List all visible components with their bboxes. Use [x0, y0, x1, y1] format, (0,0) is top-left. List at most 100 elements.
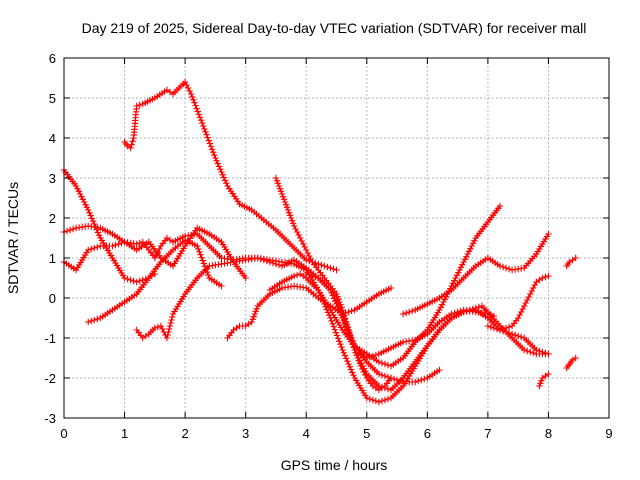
- data-point: [418, 376, 425, 384]
- data-point: [212, 154, 219, 162]
- data-point: [384, 385, 392, 393]
- data-point: [350, 372, 357, 379]
- data-point: [163, 334, 171, 342]
- data-point: [129, 138, 136, 145]
- data-point: [127, 276, 134, 284]
- data-point: [166, 325, 173, 333]
- data-point: [527, 290, 534, 298]
- y-tick-label: 4: [49, 131, 56, 146]
- data-point: [127, 144, 134, 152]
- data-point: [390, 375, 398, 383]
- data-point: [315, 260, 322, 268]
- data-point: [341, 352, 349, 359]
- data-point: [209, 148, 217, 156]
- data-point: [220, 174, 228, 181]
- data-point: [366, 395, 374, 403]
- data-point: [412, 378, 419, 386]
- data-point: [86, 209, 93, 216]
- data-point: [366, 353, 374, 361]
- data-point: [347, 366, 355, 373]
- data-point: [527, 348, 534, 356]
- data-point: [218, 282, 225, 290]
- data-point: [290, 222, 298, 230]
- data-point: [539, 348, 546, 356]
- data-point: [487, 323, 495, 331]
- x-axis-label: GPS time / hours: [281, 457, 388, 473]
- data-point: [511, 331, 519, 339]
- data-point: [307, 255, 314, 263]
- series-track-b: [121, 78, 340, 274]
- data-point: [375, 398, 383, 406]
- x-tick-labels: 0 1 2 3 4 5 6 7 8 9: [60, 426, 612, 441]
- data-point: [263, 257, 271, 265]
- data-point: [341, 316, 348, 323]
- data-point: [303, 270, 310, 278]
- data-point: [69, 225, 77, 233]
- data-point: [316, 289, 323, 296]
- data-point: [339, 346, 346, 354]
- data-point: [151, 324, 159, 332]
- data-point: [490, 324, 498, 332]
- data-point: [205, 271, 212, 279]
- data-point: [321, 300, 328, 308]
- data-point: [375, 382, 383, 390]
- data-point: [154, 323, 162, 331]
- data-point: [190, 96, 197, 104]
- data-point: [545, 370, 552, 378]
- data-point: [533, 346, 540, 354]
- data-point: [88, 215, 96, 222]
- series-group: [60, 78, 579, 406]
- data-point: [207, 143, 215, 150]
- data-point: [128, 141, 135, 148]
- data-point: [545, 272, 552, 280]
- data-point: [205, 137, 212, 144]
- data-point: [323, 306, 331, 313]
- data-point: [319, 298, 327, 305]
- data-point: [454, 308, 461, 316]
- data-point: [85, 318, 92, 326]
- data-point: [572, 354, 579, 362]
- data-point: [202, 128, 209, 136]
- data-point: [184, 84, 192, 92]
- data-point: [350, 344, 357, 351]
- data-point: [342, 355, 350, 362]
- data-point: [487, 311, 495, 319]
- data-point: [542, 273, 549, 281]
- data-point: [528, 287, 535, 295]
- data-point: [344, 327, 352, 334]
- data-point: [346, 332, 354, 340]
- data-point: [372, 397, 380, 405]
- data-point: [312, 273, 319, 281]
- data-point: [545, 350, 552, 358]
- data-point: [524, 347, 531, 355]
- data-point: [346, 363, 354, 370]
- data-point: [345, 330, 353, 337]
- data-point: [502, 264, 510, 272]
- data-point: [211, 151, 218, 159]
- data-point: [363, 394, 370, 402]
- x-tick-label: 8: [545, 426, 552, 441]
- data-point: [260, 256, 268, 264]
- data-point: [378, 371, 386, 379]
- data-point: [324, 309, 332, 316]
- data-point: [348, 338, 356, 345]
- series-trace: [136, 257, 440, 383]
- data-point: [490, 312, 498, 320]
- data-point: [130, 277, 137, 285]
- data-point: [121, 274, 128, 282]
- data-point: [331, 326, 339, 333]
- data-point: [484, 310, 492, 318]
- data-point: [151, 254, 159, 262]
- data-point: [343, 321, 350, 329]
- series-track-k: [399, 230, 552, 318]
- x-tick-label: 3: [242, 426, 249, 441]
- data-point: [200, 122, 207, 130]
- data-point: [196, 248, 203, 256]
- data-point: [219, 171, 226, 178]
- data-point: [517, 308, 525, 316]
- data-point: [572, 254, 579, 262]
- data-point: [337, 340, 344, 348]
- data-point: [340, 349, 347, 356]
- data-point: [545, 230, 552, 238]
- data-point: [381, 372, 389, 380]
